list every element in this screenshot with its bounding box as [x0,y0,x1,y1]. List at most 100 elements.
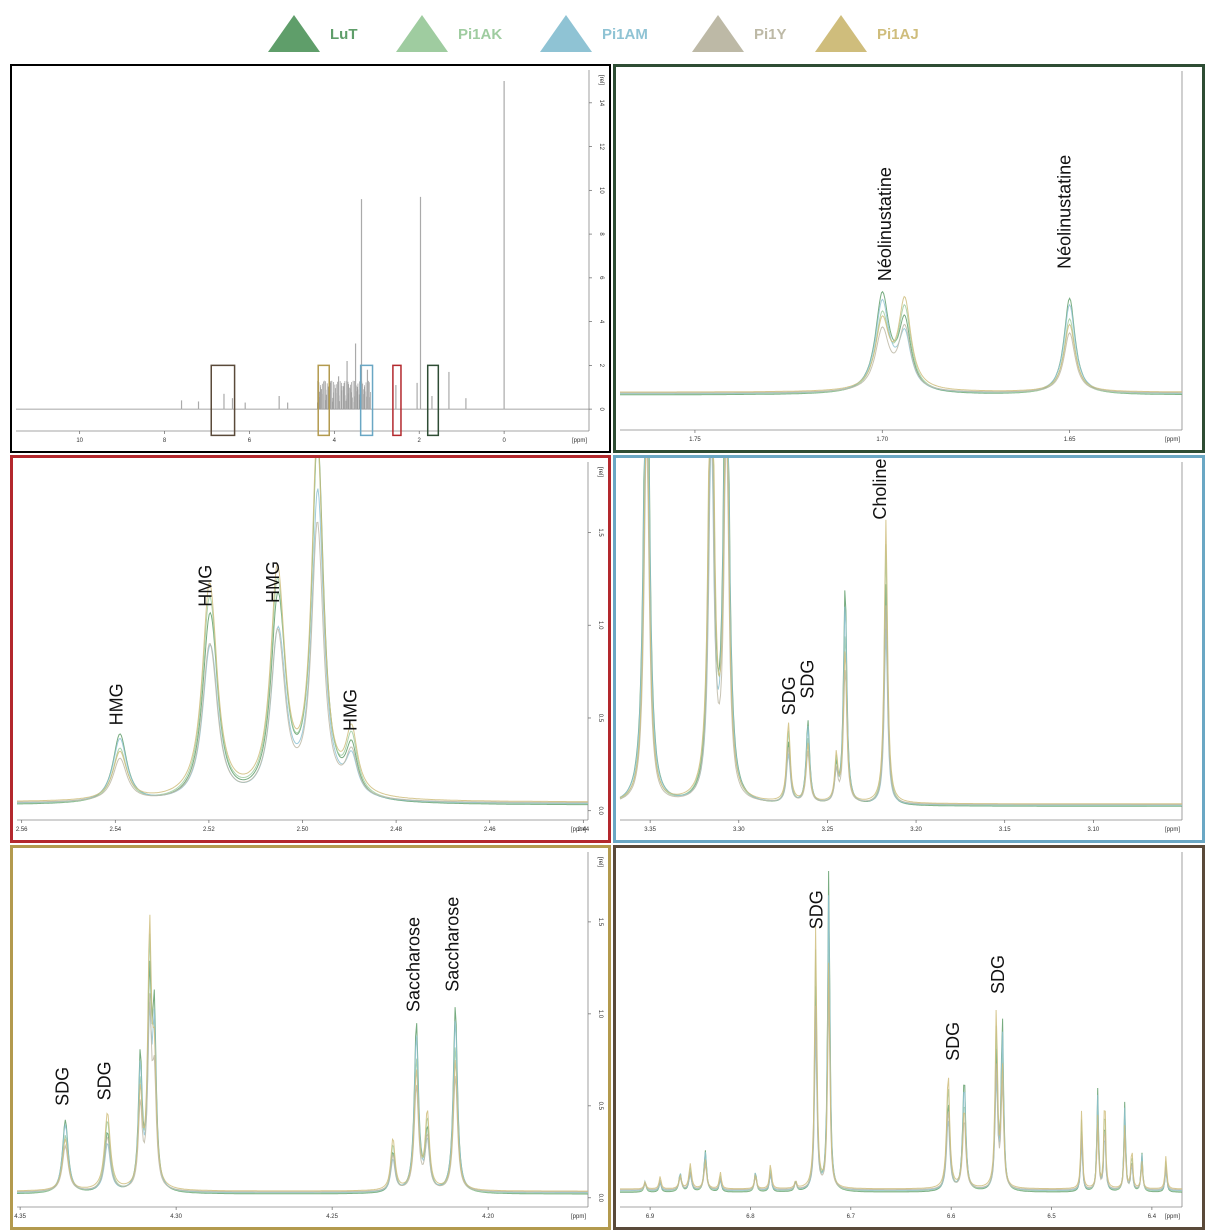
legend-marker-pi1am [540,15,592,52]
y-tick-label: 14 [598,99,604,106]
spectrum-series-lut [620,870,1182,1193]
hmg-zoom-panel: 2.56 2.54 2.52 2.50 2.48 2.46 2.44 [ppm] 0.0 0.5 1… [10,455,611,843]
spectrum-series-pi1aj [619,458,1182,805]
zoom-region-box [359,364,374,437]
x-tick-label: 4.25 [326,1214,338,1220]
spectrum-series-pi1aj [620,926,1182,1190]
x-unit-label: [ppm] [571,1214,586,1220]
y-tick-label: 8 [598,232,604,236]
spectrum-series-pi1y [619,458,1182,805]
spectrum-series-lut [620,290,1182,396]
legend-label-pi1am: Pi1AM [602,26,648,43]
peak-annotation: HMG [106,683,126,725]
y-tick-label: 1.5 [597,918,603,927]
x-tick-label: 0 [502,438,506,444]
x-tick-label: 2.52 [203,827,215,833]
y-tick-label: 12 [598,143,604,150]
overview-spectrum-panel: 10 8 6 4 2 0 [ppm] 0 2 4 6 8 10 12 14 [rel] [10,64,611,453]
x-tick-label: 8 [163,438,167,444]
hmg-chart-svg: 2.56 2.54 2.52 2.50 2.48 2.46 2.44[ppm] 0.0 0.5 1… [16,458,603,833]
zoom-region-box [210,364,236,437]
legend-label-pi1ak: Pi1AK [458,26,502,43]
y-tick-label: 1.5 [597,528,603,537]
x-tick-label: 3.15 [999,827,1011,833]
x-tick-label: 6.4 [1148,1214,1157,1220]
peak-annotation: Néolinustatine [1055,155,1075,269]
x-tick-label: 2.54 [109,827,121,833]
legend-label-pi1y: Pi1Y [754,26,787,43]
spectrum-series-pi1aj [17,458,588,803]
spectrum-series-lut [17,458,588,806]
x-tick-label: 3.35 [644,827,656,833]
spectrum-series-pi1y [17,993,588,1193]
spectrum-series-pi1ak [620,303,1182,395]
x-tick-label: 1.75 [689,437,701,443]
spectrum-series-pi1am [17,488,588,804]
peak-annotation: SDG [798,660,818,699]
legend: LuT Pi1AK Pi1AM Pi1Y Pi1AJ [0,0,1205,64]
legend-label-pi1aj: Pi1AJ [877,26,919,43]
x-unit-label: [ppm] [1165,437,1180,443]
x-tick-label: 4 [333,438,337,444]
legend-marker-pi1y [692,15,744,52]
sdg-aromatic-chart-svg: 6.9 6.8 6.7 6.6 6.5 6.4 [ppm] SDG SDG SDG [619,852,1183,1220]
y-tick-label: 4 [598,320,604,324]
x-tick-label: 2.50 [297,827,309,833]
x-tick-label: 6.5 [1047,1214,1056,1220]
spectrum-series-pi1y [620,323,1182,394]
peak-annotation: HMG [195,565,215,607]
sdg-choline-zoom-panel: 3.35 3.30 3.25 3.20 3.15 3.10 [ppm] SDG SDG Choli… [613,455,1205,843]
x-tick-label: 3.25 [822,827,834,833]
x-unit-label: [ppm] [571,827,586,833]
legend-marker-pi1aj [815,15,867,52]
x-tick-label: 2.56 [16,827,28,833]
y-tick-label: 1.0 [597,621,603,630]
x-unit-label: [ppm] [1165,827,1180,833]
x-tick-label: 3.30 [733,827,745,833]
legend-marker-pi1ak [396,15,448,52]
peak-annotation: SDG [988,955,1008,994]
x-tick-label: 4.30 [170,1214,182,1220]
x-tick-label: 1.65 [1064,437,1076,443]
spectrum-series-pi1ak [16,458,588,805]
spectrum-series-pi1ak [619,458,1182,807]
y-tick-label: 0.5 [597,714,603,723]
neolinustatine-zoom-panel: 1.75 1.70 1.65 [ppm] Néolinustatine Néolinust… [613,64,1205,453]
x-tick-label: 4.20 [482,1214,494,1220]
spectrum-series-pi1am [620,895,1182,1192]
x-tick-label: 3.10 [1088,827,1100,833]
zoom-region-box [392,364,402,437]
sdg-aromatic-zoom-panel: 6.9 6.8 6.7 6.6 6.5 6.4 [ppm] SDG SDG SDG [613,845,1205,1230]
x-unit-label: [ppm] [1165,1214,1180,1220]
x-tick-label: 10 [76,438,83,444]
spectrum-series-pi1aj [620,295,1182,393]
x-tick-label: 2.46 [484,827,496,833]
x-unit-label: [ppm] [572,438,587,444]
spectrum-series-pi1ak [16,933,588,1194]
legend-label-lut: LuT [330,26,358,43]
x-tick-label: 6 [248,438,252,444]
spectrum-series-lut [619,458,1182,807]
spectrum-series-pi1ak [619,939,1182,1192]
spectrum-series-pi1y [620,989,1182,1191]
peak-annotation: HMG [340,689,360,731]
x-tick-label: 2 [418,438,422,444]
y-unit-label: [rel] [597,467,603,477]
y-tick-label: 0.0 [597,1194,603,1203]
x-tick-label: 6.6 [947,1214,956,1220]
y-tick-label: 0.5 [597,1102,603,1111]
peak-annotation: Saccharose [404,917,424,1012]
peak-annotation: Saccharose [443,897,463,992]
sdg-saccharose-chart-svg: 4.35 4.30 4.25 4.20 [ppm] 0.0 0.5 1.0 1.5 [rel] SD… [14,852,603,1220]
y-tick-label: 10 [598,187,604,194]
legend-svg: LuT Pi1AK Pi1AM Pi1Y Pi1AJ [268,15,919,52]
legend-marker-lut [268,15,320,52]
x-tick-label: 6.7 [847,1214,856,1220]
x-tick-label: 6.8 [746,1214,755,1220]
sdg-saccharose-zoom-panel: 4.35 4.30 4.25 4.20 [ppm] 0.0 0.5 1.0 1.5 [rel] SD… [10,845,611,1230]
x-tick-label: 3.20 [910,827,922,833]
overview-chart-svg: 10 8 6 4 2 0 [ppm] 0 2 4 6 8 10 12 14 [rel] [16,70,604,444]
y-unit-label: [rel] [598,75,604,85]
y-tick-label: 0 [598,407,604,411]
